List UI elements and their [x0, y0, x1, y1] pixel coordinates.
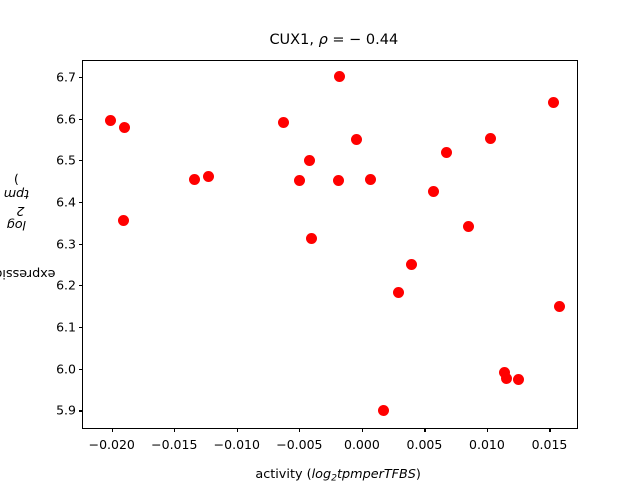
y-axis-label-prefix: expression ( — [0, 266, 56, 282]
y-axis-tick — [79, 243, 83, 245]
x-axis-label: activity (log2tpmperTFBS) — [82, 452, 578, 499]
y-axis-label-math-log: log — [6, 217, 26, 233]
y-axis-tick-label: 5.9 — [56, 402, 76, 418]
title-line-gene-rho: CUX1, ρ = − 0.44 — [0, 12, 640, 69]
scatter-point — [332, 174, 344, 186]
x-axis-tick-label: −0.020 — [88, 437, 135, 452]
y-axis-tick-label: 6.1 — [56, 319, 76, 335]
x-axis-tick — [299, 428, 301, 432]
title-equals: = — [327, 32, 350, 48]
plot-data-area — [83, 61, 577, 428]
y-axis-tick-label: 6.5 — [56, 152, 76, 168]
scatter-point — [427, 186, 439, 198]
x-axis-label-math-subscript: 2 — [331, 472, 337, 484]
scatter-point — [306, 233, 318, 245]
x-axis-tick — [361, 428, 363, 432]
x-axis-tick-label: −0.010 — [213, 437, 260, 452]
scatter-point — [118, 122, 130, 134]
x-axis-label-suffix: ) — [415, 467, 421, 482]
x-axis-tick-label: 0.015 — [531, 437, 568, 452]
y-axis-tick-label: 6.6 — [56, 111, 76, 127]
scatter-point — [117, 215, 129, 227]
y-axis-tick — [79, 201, 83, 204]
scatter-point — [303, 154, 315, 166]
y-axis-label: expression ( log2tpm) — [0, 60, 55, 429]
y-axis-tick-label: 6.4 — [56, 194, 76, 210]
y-axis-tick-label: 6.0 — [56, 361, 76, 377]
x-axis-tick-label: −0.005 — [276, 437, 323, 452]
scatter-plot-figure: CUX1, ρ = − 0.44 hg19_v2_chr7_+_10145926… — [0, 12, 640, 484]
y-axis-label-math-rest: tpm — [3, 186, 30, 202]
y-axis-label-suffix: ) — [13, 171, 19, 187]
y-axis-tick — [79, 368, 83, 370]
title-gene-name: CUX1 — [269, 32, 310, 48]
y-axis-tick-label: 6.2 — [56, 277, 76, 293]
scatter-point — [406, 259, 418, 271]
y-axis-label-math-subscript: 2 — [15, 203, 24, 219]
x-axis-label-prefix: activity ( — [255, 467, 312, 482]
y-axis-label-text: expression ( log2tpm) — [0, 171, 55, 312]
scatter-point — [293, 174, 305, 186]
x-axis-tick-label: −0.015 — [151, 437, 198, 452]
x-axis-label-math-log: log — [311, 467, 332, 482]
x-axis-tick — [424, 428, 426, 432]
scatter-point — [485, 133, 497, 145]
scatter-point — [512, 373, 524, 385]
title-rho-symbol: ρ — [318, 32, 328, 48]
x-axis-tick-label: 0.005 — [406, 437, 443, 452]
scatter-point — [501, 372, 513, 384]
x-axis-tick — [549, 428, 551, 432]
x-axis-tick — [486, 428, 489, 432]
scatter-point — [277, 117, 289, 129]
y-axis-tick — [79, 285, 83, 287]
title-rho-value: − 0.44 — [349, 32, 399, 48]
scatter-point — [553, 300, 565, 312]
x-axis-tick-label: 0.010 — [469, 437, 505, 452]
plot-axes-frame: −0.020 −0.015 −0.010 −0.005 0.000 0.005 0.010 0… — [56, 60, 578, 452]
scatter-point — [441, 147, 453, 159]
x-axis-tick — [236, 428, 238, 432]
x-axis-label-math-rest: tpmperTFBS — [336, 467, 416, 482]
x-axis-tick — [111, 428, 113, 432]
scatter-point — [365, 173, 377, 185]
scatter-point — [377, 404, 389, 416]
y-axis-tick — [79, 118, 83, 120]
scatter-point — [351, 133, 363, 145]
y-axis-tick — [79, 76, 83, 78]
scatter-point — [547, 97, 559, 109]
title-separator: , — [309, 32, 319, 48]
y-axis-tick — [79, 410, 83, 412]
y-axis-tick-label: 6.7 — [56, 69, 76, 85]
scatter-point — [202, 171, 214, 183]
scatter-point — [188, 173, 200, 185]
scatter-point — [392, 287, 404, 299]
scatter-point — [333, 71, 345, 83]
y-axis-tick — [79, 327, 83, 329]
x-axis-tick-label: 0.000 — [343, 437, 380, 452]
scatter-point — [462, 221, 474, 233]
y-axis-tick-label: 6.3 — [56, 236, 76, 252]
y-axis-tick — [79, 160, 83, 162]
scatter-point — [105, 115, 116, 127]
x-axis-tick — [174, 428, 176, 432]
